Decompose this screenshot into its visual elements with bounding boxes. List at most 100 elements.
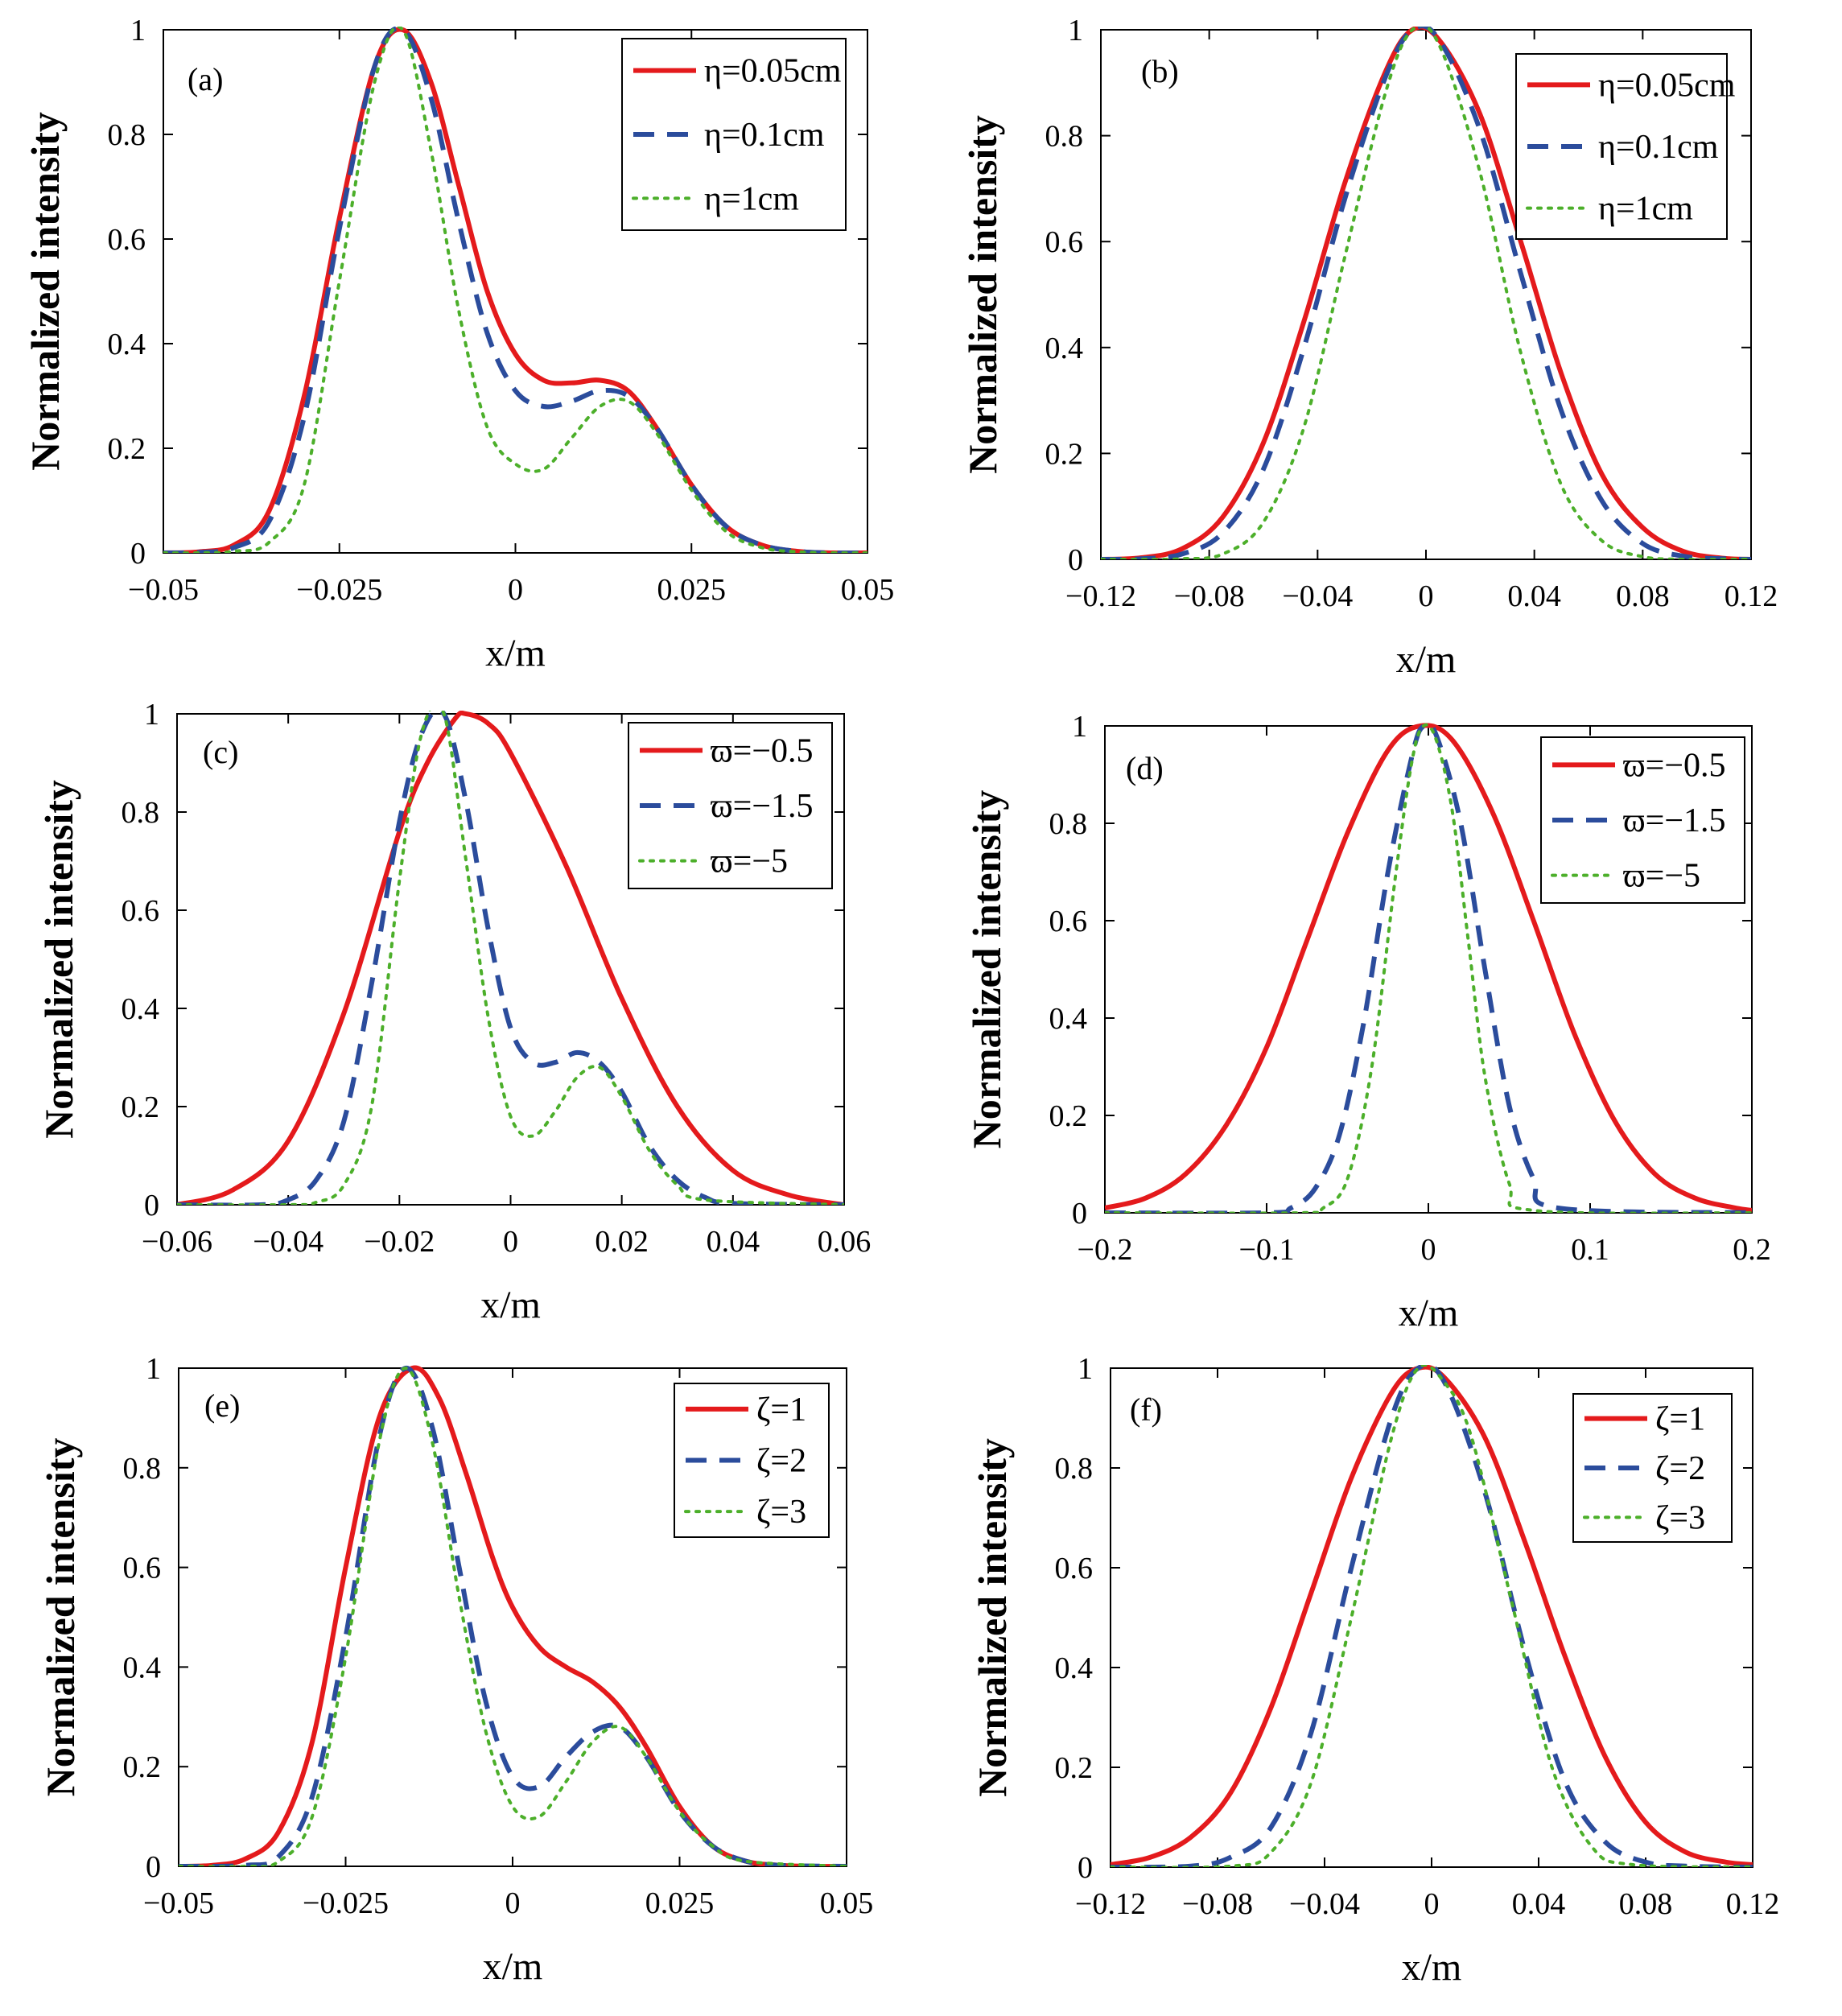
x-axis-label: x/m [1402, 1946, 1462, 1989]
data-point [1694, 1197, 1697, 1200]
data-point [1682, 555, 1685, 558]
data-point [398, 879, 401, 882]
data-point [627, 394, 630, 398]
data-point [1478, 129, 1481, 132]
data-point [1523, 1541, 1527, 1544]
y-tick-label: 1 [144, 698, 159, 732]
x-tick-label: 0.04 [1512, 1887, 1566, 1921]
data-point [1309, 1591, 1312, 1594]
data-point [564, 1780, 567, 1783]
data-point [845, 1865, 848, 1868]
legend-entry-label: η=0.1cm [704, 117, 825, 154]
x-tick-label: 0.08 [1619, 1887, 1673, 1921]
data-point [1641, 542, 1644, 545]
data-point [571, 400, 574, 403]
data-point [1362, 1021, 1366, 1024]
data-point [538, 1785, 541, 1788]
x-tick-label: 0 [1424, 1887, 1440, 1921]
data-point [1305, 938, 1308, 942]
legend-entry-label: ϖ=−0.5 [711, 732, 814, 769]
data-point [645, 1745, 648, 1748]
legend-entry-label: ζ=3 [1655, 1499, 1705, 1536]
data-point [1749, 558, 1753, 561]
data-point [725, 526, 728, 529]
data-point [787, 1194, 790, 1197]
data-point [458, 1566, 461, 1569]
data-point [690, 484, 693, 487]
panel-e: −0.05 −0.025 0 0.025 0.05 0 0.2 0.4 0.6 0.8 1 x/m No… [38, 1352, 873, 1988]
data-point [464, 712, 468, 715]
data-point [1390, 1437, 1393, 1440]
data-point [1751, 1866, 1754, 1869]
data-point [1262, 441, 1265, 444]
data-point [1343, 256, 1346, 259]
data-point [1270, 1825, 1273, 1828]
x-tick-label: 0.04 [1507, 579, 1561, 613]
data-point [377, 1441, 381, 1445]
x-tick-label: −0.06 [142, 1225, 212, 1259]
data-point [1734, 1206, 1737, 1210]
data-point [1346, 831, 1350, 835]
data-point [1613, 1119, 1616, 1122]
data-point [377, 1416, 381, 1420]
y-tick-label: 0.8 [108, 118, 146, 152]
data-point [344, 1635, 348, 1639]
series-line-dashed [177, 711, 844, 1205]
data-point [311, 1815, 314, 1818]
data-point [1467, 943, 1470, 946]
data-point [197, 551, 200, 555]
data-point [486, 290, 489, 293]
x-tick-label: 0.025 [657, 573, 727, 607]
data-point [1149, 1856, 1152, 1859]
data-point [564, 1665, 567, 1668]
data-point [1411, 758, 1414, 761]
y-tick-label: 0.2 [1049, 1099, 1088, 1133]
data-point [487, 928, 490, 931]
y-axis-label: Normalized intensity [38, 1438, 83, 1797]
legend-entry-label: η=1cm [704, 180, 799, 217]
data-point [486, 426, 489, 429]
data-point [426, 761, 429, 765]
data-point [1343, 182, 1346, 185]
data-point [267, 509, 270, 513]
data-point [342, 1119, 345, 1123]
x-axis-label: x/m [483, 1945, 543, 1988]
data-point [1591, 1845, 1594, 1849]
x-tick-label: −0.05 [128, 573, 199, 607]
data-point [1262, 468, 1265, 471]
data-point [1265, 1045, 1268, 1049]
x-tick-label: −0.2 [1078, 1233, 1133, 1267]
data-point [1532, 1209, 1535, 1212]
legend-entry-label: η=0.1cm [1598, 129, 1719, 166]
data-point [1338, 1133, 1341, 1136]
x-tick-label: −0.12 [1075, 1887, 1146, 1921]
data-point [1346, 1177, 1350, 1181]
data-point [554, 1110, 557, 1113]
data-point [565, 864, 568, 868]
data-point [303, 394, 306, 398]
legend-entry-label: ζ=2 [756, 1443, 806, 1480]
data-point [591, 1680, 595, 1684]
y-tick-label: 0.6 [122, 894, 160, 928]
data-point [598, 1066, 601, 1069]
data-point [1682, 550, 1685, 553]
data-point [1484, 1437, 1487, 1440]
y-tick-label: 0.6 [108, 223, 146, 257]
data-point [690, 489, 693, 492]
data-point [618, 1705, 621, 1709]
data-point [575, 1051, 579, 1054]
y-tick-label: 1 [1072, 710, 1087, 744]
y-axis-label: Normalized intensity [36, 780, 81, 1139]
data-point [458, 1596, 461, 1599]
data-point [676, 1105, 679, 1108]
legend-entry-label: η=1cm [1598, 191, 1693, 228]
data-point [1483, 1075, 1486, 1078]
data-point [531, 1135, 534, 1138]
data-point [648, 1149, 651, 1152]
data-point [1390, 1391, 1393, 1395]
data-point [487, 1016, 490, 1020]
series-line-dashed [1111, 1365, 1753, 1867]
data-point [745, 1860, 748, 1863]
data-point [487, 722, 490, 725]
